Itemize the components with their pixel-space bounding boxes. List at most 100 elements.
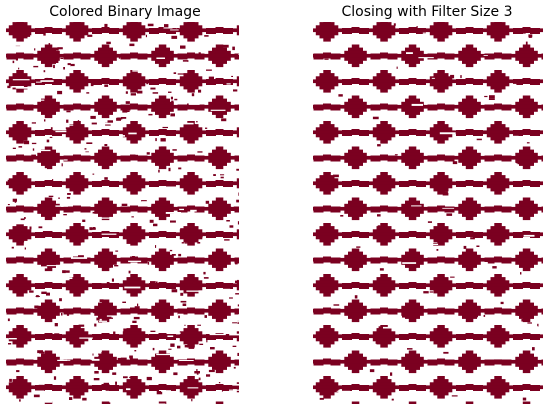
motif-diamond — [158, 248, 167, 253]
motif-arm — [473, 79, 483, 85]
noise-speck — [526, 142, 530, 144]
motif-accent — [187, 103, 195, 110]
motif-diamond — [458, 356, 481, 361]
motif-diamond — [65, 235, 89, 240]
motif-diamond — [8, 31, 32, 36]
motif-diamond — [62, 130, 92, 135]
motif-diamond — [69, 289, 85, 294]
noise-speck — [137, 90, 143, 94]
motif-diamond — [429, 337, 453, 342]
motif-diamond — [486, 25, 510, 29]
noise-speck — [32, 148, 35, 151]
noise-speck — [169, 249, 173, 252]
motif-arm — [223, 232, 233, 238]
noise-speck — [390, 372, 393, 376]
panel-closing: Closing with Filter Size 3 — [305, 0, 549, 411]
motif-diamond — [454, 155, 485, 160]
noise-gap — [31, 99, 45, 101]
motif-diamond — [494, 325, 502, 329]
noise-gap — [55, 340, 61, 343]
motif-diamond — [486, 280, 510, 284]
noise-speck — [369, 369, 375, 373]
motif-arm — [541, 257, 543, 264]
noise-speck — [54, 59, 59, 63]
motif-diamond — [155, 60, 170, 64]
motif-arm — [223, 385, 233, 391]
motif-diamond — [126, 136, 142, 141]
motif-diamond — [155, 353, 170, 358]
motif-diamond — [215, 95, 224, 100]
motif-arm — [120, 206, 131, 213]
motif-accent — [101, 27, 110, 33]
motif-accent — [494, 103, 502, 110]
noise-gap — [177, 332, 181, 334]
noise-speck — [212, 50, 216, 54]
noise-speck — [525, 41, 528, 45]
motif-arm — [416, 130, 426, 136]
noise-speck — [238, 31, 239, 34]
motif-diamond — [454, 257, 485, 262]
motif-diamond — [408, 267, 417, 272]
motif-arm — [387, 155, 398, 162]
noise-speck — [208, 369, 215, 373]
motif-diamond — [315, 286, 339, 291]
noise-gap — [491, 357, 506, 360]
noise-speck — [196, 369, 198, 372]
noise-speck — [177, 73, 184, 75]
motif-diamond — [187, 70, 195, 74]
noise-speck — [213, 174, 216, 176]
noise-speck — [180, 292, 184, 296]
motif-arm — [120, 308, 131, 315]
motif-arm — [52, 232, 62, 238]
noise-speck — [151, 205, 154, 207]
motif-diamond — [372, 280, 396, 284]
motif-diamond — [433, 379, 449, 383]
motif-arm — [484, 257, 495, 264]
noise-speck — [77, 120, 80, 123]
motif-diamond — [462, 47, 477, 52]
motif-diamond — [405, 315, 420, 319]
motif-arm — [387, 53, 398, 60]
motif-diamond — [315, 133, 339, 138]
motif-diamond — [62, 28, 92, 33]
motif-arm — [370, 359, 381, 366]
motif-diamond — [465, 299, 474, 304]
motif-diamond — [519, 213, 534, 217]
motif-diamond — [323, 325, 331, 329]
noise-gap — [83, 268, 90, 270]
motif-arm — [80, 308, 91, 315]
noise-gap — [196, 218, 201, 220]
motif-diamond — [73, 139, 81, 144]
noise-speck — [416, 26, 418, 29]
noise-speck — [20, 230, 24, 232]
motif-arm — [513, 334, 523, 340]
motif-accent — [215, 231, 224, 237]
motif-arm — [109, 130, 119, 136]
noise-speck — [237, 221, 239, 225]
motif-diamond — [483, 283, 513, 288]
motif-diamond — [376, 175, 392, 179]
motif-diamond — [98, 162, 113, 166]
motif-diamond — [433, 34, 449, 39]
noise-speck — [408, 96, 415, 98]
noise-speck — [162, 126, 168, 129]
noise-gap — [510, 83, 517, 86]
noise-gap — [164, 396, 169, 399]
noise-speck — [148, 113, 153, 116]
motif-arm — [177, 53, 188, 60]
motif-diamond — [494, 70, 502, 74]
motif-diamond — [490, 391, 506, 396]
motif-arm — [330, 104, 341, 111]
noise-speck — [220, 174, 225, 176]
motif-arm — [92, 181, 102, 187]
noise-gap — [190, 209, 197, 212]
motif-arm — [484, 206, 495, 213]
motif-arm — [399, 232, 409, 238]
noise-gap — [128, 132, 137, 135]
motif-diamond — [351, 44, 360, 49]
motif-diamond — [351, 165, 360, 170]
motif-accent — [158, 27, 167, 33]
noise-speck — [89, 227, 93, 231]
noise-speck — [159, 259, 161, 262]
motif-arm — [23, 206, 34, 213]
